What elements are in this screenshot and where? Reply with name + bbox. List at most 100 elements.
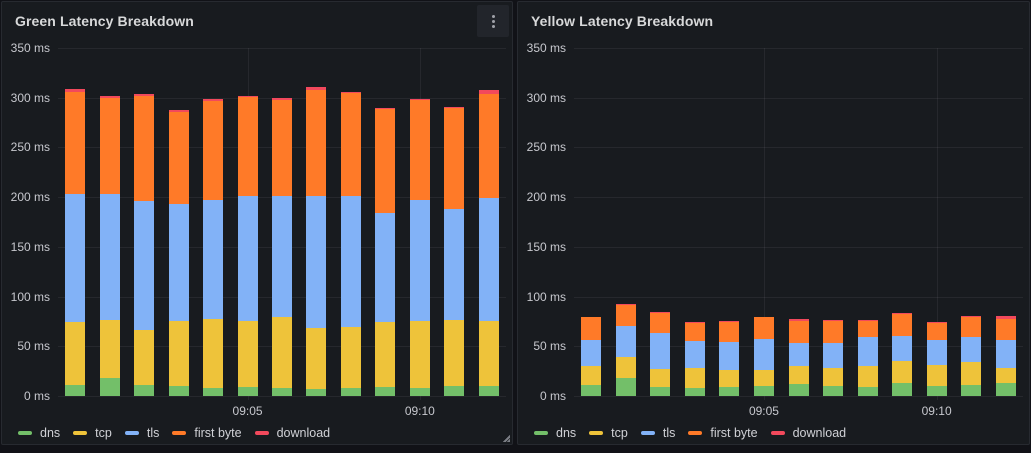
- bar-segment-tls: [409, 200, 430, 322]
- bar-segment-tcp: [684, 368, 705, 389]
- bar-segment-tcp: [375, 322, 396, 388]
- panel-title[interactable]: Green Latency Breakdown: [15, 13, 194, 29]
- bar-segment-dns: [892, 383, 913, 396]
- bar-segment-tls: [719, 342, 740, 371]
- bar-segment-first-byte: [478, 93, 499, 199]
- bar-segment-first-byte: [684, 323, 705, 342]
- legend: dns tcp tls first byte download: [534, 422, 1021, 444]
- legend-label: dns: [40, 426, 61, 440]
- stacked-bar: [650, 311, 671, 396]
- stacked-bar: [823, 320, 844, 396]
- bar-segment-tls: [684, 341, 705, 369]
- bar-segment-tls: [926, 340, 947, 366]
- bar-segment-dns: [615, 378, 636, 396]
- bar-segment-tcp: [753, 370, 774, 387]
- bar-segment-tcp: [926, 365, 947, 387]
- x-tick-label: 09:10: [404, 404, 435, 418]
- bar-segment-download: [375, 107, 396, 109]
- bar-segment-tcp: [478, 321, 499, 387]
- x-axis-labels: 09:05 09:10: [58, 404, 506, 420]
- bar-segment-first-byte: [409, 99, 430, 201]
- legend-label: dns: [556, 426, 577, 440]
- bar-segment-dns: [478, 386, 499, 396]
- legend-swatch-icon: [770, 431, 785, 435]
- legend-item-tls[interactable]: tls: [124, 426, 159, 440]
- stacked-bar: [892, 312, 913, 396]
- y-tick-label: 250 ms: [526, 140, 566, 155]
- bar-segment-tcp: [719, 370, 740, 388]
- legend-item-tls[interactable]: tls: [640, 426, 675, 440]
- bar-segment-first-byte: [65, 91, 86, 195]
- legend-swatch-icon: [18, 431, 32, 435]
- panel-menu-kebab-icon[interactable]: [477, 5, 509, 37]
- stacked-bar: [444, 106, 465, 396]
- bar-segment-first-byte: [788, 321, 809, 344]
- bar-segment-first-byte: [995, 319, 1016, 341]
- stacked-bar: [684, 322, 705, 396]
- y-tick-label: 150 ms: [526, 239, 566, 254]
- bar-segment-download: [823, 320, 844, 322]
- bar-segment-dns: [203, 388, 224, 396]
- chart-yellow-latency: 0 ms 50 ms 100 ms 150 ms 200 ms 250 ms 300 ms 3…: [518, 40, 1029, 444]
- legend-swatch-icon: [589, 431, 604, 435]
- bar-segment-tls: [65, 194, 86, 323]
- bar-segment-tcp: [961, 362, 982, 386]
- plot-area[interactable]: [58, 48, 506, 400]
- plot-area[interactable]: [574, 48, 1023, 400]
- bar-segment-tls: [615, 326, 636, 358]
- stacked-bar: [237, 95, 258, 396]
- bar-segment-tls: [857, 337, 878, 367]
- legend-item-dns[interactable]: dns: [534, 426, 576, 440]
- y-tick-label: 50 ms: [17, 339, 50, 354]
- legend-item-first-byte[interactable]: first byte: [172, 426, 242, 440]
- h-gridline: [574, 396, 1023, 397]
- bar-segment-tcp: [99, 320, 120, 379]
- bar-segment-download: [961, 315, 982, 317]
- y-tick-label: 0 ms: [23, 389, 50, 403]
- bar-segment-first-byte: [823, 321, 844, 344]
- bar-segment-tls: [340, 196, 361, 328]
- panel-title[interactable]: Yellow Latency Breakdown: [531, 13, 714, 29]
- bar-segment-first-byte: [961, 316, 982, 338]
- bar-segment-tcp: [272, 317, 292, 389]
- bar-segment-download: [650, 311, 671, 313]
- bar-segment-download: [134, 93, 155, 96]
- bar-segment-tcp: [615, 357, 636, 379]
- bar-segment-first-byte: [237, 96, 258, 197]
- legend-item-tcp[interactable]: tcp: [73, 426, 112, 440]
- bar-segment-tcp: [444, 320, 465, 387]
- legend-label: first byte: [194, 426, 242, 440]
- h-gridline: [574, 296, 1023, 298]
- legend: dns tcp tls first byte download: [18, 422, 504, 444]
- bar-segment-download: [684, 322, 705, 324]
- legend-item-tcp[interactable]: tcp: [589, 426, 628, 440]
- y-tick-label: 0 ms: [539, 389, 566, 403]
- bar-segment-tls: [134, 201, 155, 331]
- bar-segment-tcp: [65, 322, 86, 386]
- bar-segment-dns: [857, 387, 878, 396]
- legend-item-dns[interactable]: dns: [18, 426, 60, 440]
- bar-segment-download: [857, 320, 878, 322]
- bar-segment-download: [581, 316, 602, 318]
- bar-segment-first-byte: [272, 99, 292, 197]
- stacked-bar: [375, 107, 396, 396]
- bar-segment-download: [926, 322, 947, 324]
- bar-segment-tls: [306, 196, 327, 329]
- bar-segment-dns: [168, 386, 189, 396]
- y-tick-label: 300 ms: [526, 90, 566, 105]
- legend-swatch-icon: [640, 431, 655, 435]
- legend-item-download[interactable]: download: [254, 426, 330, 440]
- legend-swatch-icon: [688, 431, 703, 435]
- bar-segment-download: [892, 312, 913, 314]
- bar-segment-tls: [892, 336, 913, 362]
- bar-segment-dns: [684, 388, 705, 396]
- bar-segment-first-byte: [134, 95, 155, 202]
- stacked-bar: [961, 315, 982, 396]
- legend-item-download[interactable]: download: [770, 426, 846, 440]
- bar-segment-tcp: [409, 321, 430, 389]
- panel-resize-handle-icon[interactable]: [502, 434, 510, 442]
- stacked-bar: [788, 319, 809, 396]
- bar-segment-download: [203, 98, 224, 101]
- h-gridline: [574, 147, 1023, 149]
- legend-item-first-byte[interactable]: first byte: [688, 426, 758, 440]
